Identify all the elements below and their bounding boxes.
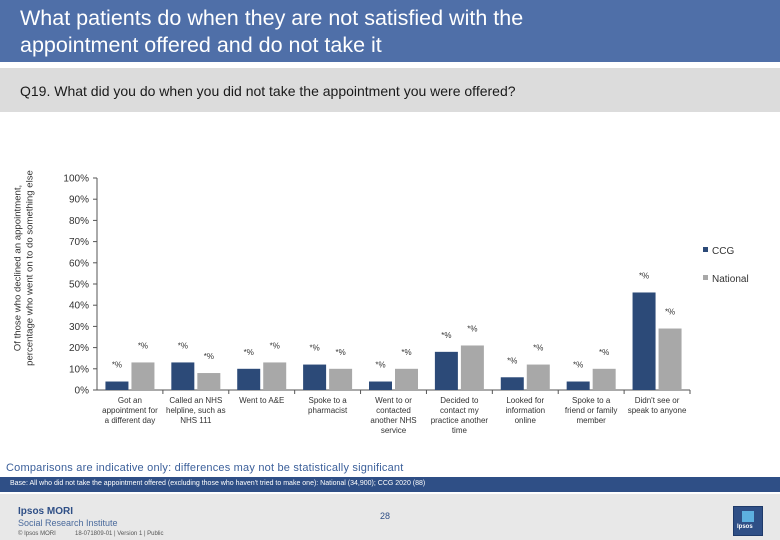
logo-mark — [742, 511, 754, 522]
x-tick-label: Decided to — [440, 396, 479, 405]
bar-data-label: *% — [270, 341, 280, 350]
x-tick-label: service — [381, 426, 407, 435]
x-tick-label: pharmacist — [308, 406, 348, 415]
page-number: 28 — [380, 511, 391, 521]
page-title-line-1: What patients do when they are not satis… — [20, 6, 524, 30]
y-tick-label: 100% — [63, 174, 89, 185]
x-tick-label: Went to A&E — [239, 396, 284, 405]
comparison-note: Comparisons are indicative only: differe… — [6, 462, 404, 474]
bar-data-label: *% — [533, 344, 543, 353]
bar-national — [658, 328, 682, 390]
x-tick-label: Looked for — [506, 396, 544, 405]
bar-data-label: *% — [665, 308, 675, 317]
bar-data-label: *% — [138, 341, 148, 350]
bar-data-label: *% — [204, 352, 214, 361]
bar-ccg — [434, 351, 458, 390]
bar-national — [460, 345, 484, 390]
title-banner — [0, 0, 780, 62]
bar-ccg — [566, 381, 590, 390]
bar-national — [263, 362, 287, 390]
legend-swatch-ccg — [703, 247, 708, 252]
footer — [0, 494, 780, 540]
page-title: What patients do when they are not satis… — [20, 5, 760, 59]
job-number: 18-071809-01 | Version 1 | Public — [75, 531, 164, 537]
y-tick-label: 30% — [69, 322, 89, 333]
question-banner — [0, 68, 780, 112]
ipsos-logo-icon: Ipsos — [733, 506, 763, 536]
brand-subtitle: Social Research Institute — [18, 518, 118, 528]
x-tick-label: NHS 111 — [180, 416, 212, 425]
y-tick-label: 20% — [69, 343, 89, 354]
x-tick-label: time — [452, 426, 468, 435]
y-tick-label: 10% — [69, 364, 89, 375]
y-tick-label: 80% — [69, 216, 89, 227]
x-tick-label: another NHS — [370, 416, 416, 425]
bar-data-label: *% — [309, 344, 319, 353]
bar-national — [329, 368, 353, 390]
x-tick-label: a different day — [105, 416, 156, 425]
bar-chart: 0% 10% 20% 30% 40% 50% 60% 70% 80% 90% 100% *% *% Got… — [63, 174, 749, 436]
bar-data-label: *% — [599, 348, 609, 357]
bar-data-label: *% — [573, 361, 583, 370]
copyright: © Ipsos MORI — [18, 531, 56, 537]
x-tick-label: helpline, such as — [166, 406, 226, 415]
legend-label: CCG — [712, 246, 734, 257]
brand-name: Ipsos MORI — [18, 506, 74, 517]
x-tick-label: Got an — [118, 396, 142, 405]
base-banner — [0, 477, 780, 492]
bar-ccg — [105, 381, 129, 390]
bar-ccg — [500, 377, 524, 390]
bar-ccg — [369, 381, 392, 390]
bar-national — [526, 364, 550, 390]
x-tick-label: Went to or — [375, 396, 412, 405]
bar-data-label: *% — [441, 331, 451, 340]
x-tick-label: friend or family — [565, 406, 617, 415]
y-tick-label: 0% — [75, 386, 90, 397]
bar-ccg — [237, 368, 261, 390]
bar-national — [131, 362, 155, 390]
x-tick-label: Spoke to a — [308, 396, 347, 405]
bar-data-label: *% — [244, 348, 254, 357]
x-tick-label: practice another — [431, 416, 489, 425]
bar-data-label: *% — [375, 361, 385, 370]
bar-data-label: *% — [335, 348, 345, 357]
y-tick-label: 60% — [69, 258, 89, 269]
x-tick-label: contacted — [376, 406, 411, 415]
bar-data-label: *% — [401, 348, 411, 357]
x-tick-label: member — [576, 416, 606, 425]
logo-text: Ipsos — [737, 524, 753, 530]
bar-data-label: *% — [639, 271, 649, 280]
x-tick-label: Spoke to a — [572, 396, 611, 405]
x-tick-label: Didn't see or — [635, 396, 680, 405]
question-text: Q19. What did you do when you did not ta… — [20, 83, 516, 99]
y-tick-label: 40% — [69, 301, 89, 312]
legend-label: National — [712, 274, 749, 285]
base-text: Base: All who did not take the appointme… — [10, 480, 426, 487]
y-tick-label: 90% — [69, 195, 89, 206]
x-tick-label: speak to anyone — [628, 406, 687, 415]
legend-swatch-national — [703, 275, 708, 280]
x-tick-label: online — [515, 416, 537, 425]
y-tick-label: 70% — [69, 237, 89, 248]
x-tick-label: Called an NHS — [169, 396, 222, 405]
bar-national — [395, 368, 418, 390]
bar-national — [197, 373, 221, 390]
bar-data-label: *% — [178, 341, 188, 350]
bar-data-label: *% — [467, 324, 477, 333]
bar-ccg — [171, 362, 195, 390]
bar-data-label: *% — [112, 361, 122, 370]
y-tick-label: 50% — [69, 280, 89, 291]
bar-ccg — [303, 364, 327, 390]
bar-data-label: *% — [507, 356, 517, 365]
bar-national — [592, 368, 616, 390]
x-tick-label: contact my — [440, 406, 479, 415]
x-tick-label: information — [505, 406, 545, 415]
bar-ccg — [632, 292, 656, 390]
x-tick-label: appointment for — [102, 406, 158, 415]
page-title-line-2: appointment offered and do not take it — [20, 33, 382, 57]
